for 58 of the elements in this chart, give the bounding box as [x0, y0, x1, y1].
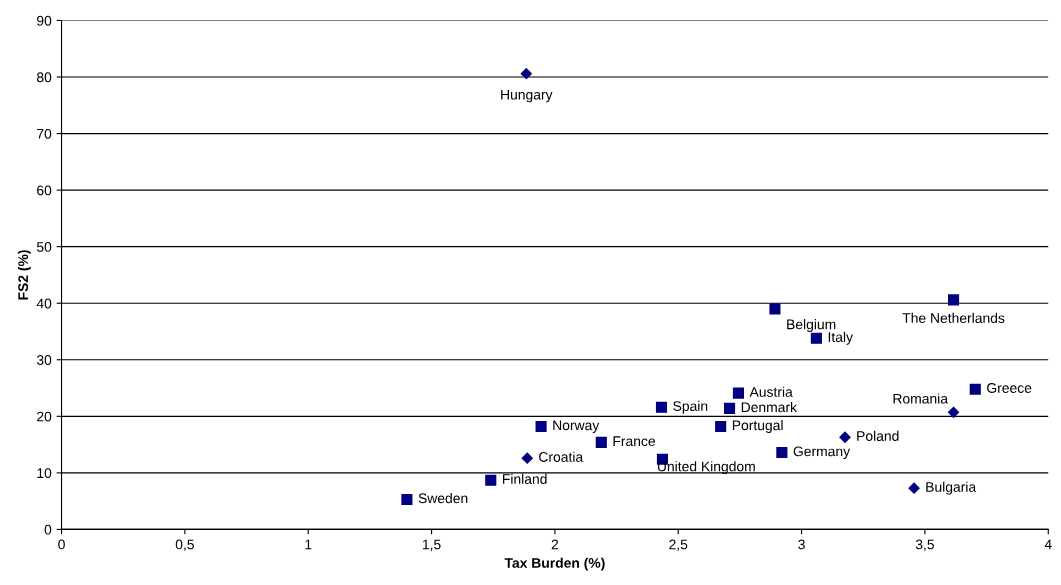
annotation: Denmark — [741, 401, 798, 413]
annotation: Croatia — [539, 451, 584, 462]
annotation: The Netherlands — [902, 312, 1005, 323]
x-tick-label: 0 — [58, 539, 65, 550]
annotation: Portugal — [732, 420, 783, 433]
point — [655, 401, 668, 413]
x-tick-label: 1 — [305, 539, 312, 550]
annotation: Finland — [503, 473, 547, 484]
point — [595, 436, 607, 448]
annotation: France — [613, 436, 655, 447]
x-tick-label: 4 — [1044, 539, 1052, 550]
point — [401, 493, 413, 506]
annotation: Spain — [673, 400, 708, 414]
y-tick-label: 20 — [37, 411, 52, 422]
y-tick-label: 80 — [36, 72, 52, 83]
point — [769, 303, 781, 315]
point — [521, 452, 533, 464]
annotation: United Kingdom — [657, 461, 755, 475]
x-tick-label: 2 — [551, 539, 559, 550]
annotation: Norway — [553, 420, 600, 433]
annotation: Sweden — [418, 492, 468, 504]
y-tick-label: 10 — [37, 468, 52, 479]
point — [839, 431, 851, 443]
point — [947, 294, 960, 306]
point — [520, 68, 532, 80]
y-tick-label: 60 — [37, 185, 52, 196]
annotation: Bulgaria — [926, 481, 977, 495]
annotation: Hungary — [501, 89, 553, 103]
point — [485, 474, 497, 486]
annotation: Italy — [828, 331, 853, 345]
point — [776, 446, 788, 459]
point — [908, 482, 920, 494]
x-tick-label: 3,5 — [915, 539, 934, 551]
point — [535, 420, 547, 433]
y-tick-label: 30 — [36, 355, 52, 365]
x-tick-label: 3 — [798, 539, 805, 550]
point — [947, 406, 960, 418]
y-tick-label: 70 — [37, 128, 52, 139]
annotation: Romania — [893, 393, 948, 404]
x-tick-label: 2,5 — [669, 539, 688, 551]
point — [723, 402, 736, 414]
annotation: Germany — [793, 446, 851, 459]
annotation: Austria — [749, 386, 793, 397]
y-tick-label: 40 — [36, 298, 52, 309]
annotation: Poland — [857, 430, 899, 441]
annotation: Belgium — [787, 319, 836, 333]
y-axis-title: FS2 (%) — [17, 250, 31, 300]
x-tick-label: 1,5 — [422, 539, 441, 551]
annotation: Greece — [987, 383, 1032, 393]
y-tick-label: 90 — [37, 15, 52, 26]
point — [715, 420, 727, 433]
y-tick-label: 50 — [36, 242, 52, 252]
point — [810, 332, 822, 344]
point — [732, 387, 744, 399]
point — [969, 383, 981, 395]
x-tick-label: 0,5 — [175, 539, 194, 551]
x-axis-title: Tax Burden (%) — [504, 557, 605, 571]
y-tick-label: 0 — [44, 524, 52, 535]
